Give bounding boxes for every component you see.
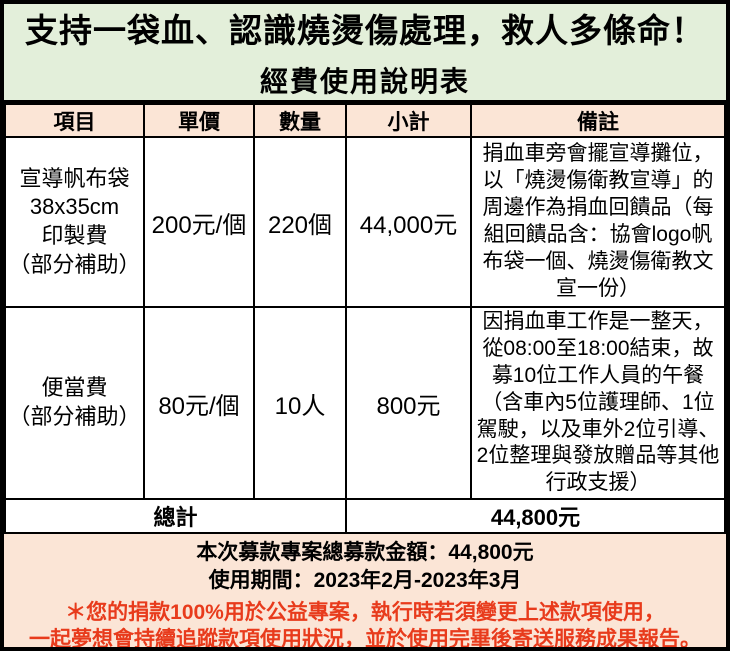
subtotal-cell: 800元 — [345, 305, 472, 501]
unit-price-cell: 200元/個 — [143, 136, 255, 308]
donation-notice-line1: ＊您的捐款100%用於公益專案，執行時若須變更上述款項使用， — [65, 600, 665, 624]
header-remark: 備註 — [470, 103, 726, 138]
remark-cell: 因捐血車工作是一整天，從08:00至18:00結束，故募10位工作人員的午餐（含… — [470, 305, 726, 501]
summary-section: 本次募款專案總募款金額：44,800元 使用期間：2023年2月-2023年3月… — [4, 534, 726, 651]
item-cell-lunch: 便當費 （部分補助） — [4, 305, 145, 501]
table-row-canvas-bag: 宣導帆布袋 38x35cm 印製費 （部分補助） 200元/個 220個 44,… — [4, 136, 726, 308]
main-title: 支持一袋血、認識燒燙傷處理，救人多條命！ — [25, 12, 705, 49]
total-amount-line: 本次募款專案總募款金額：44,800元 — [196, 541, 534, 565]
usage-period-line: 使用期間：2023年2月-2023年3月 — [208, 569, 522, 593]
expense-table: 項目 單價 數量 小計 備註 宣導帆布袋 38x35cm 印製費 （部分補助） … — [4, 103, 726, 535]
header-quantity: 數量 — [253, 103, 347, 138]
header-unit-price: 單價 — [143, 103, 255, 138]
item-line: 印製費 — [41, 223, 108, 248]
subtotal-cell: 44,000元 — [345, 136, 472, 308]
donation-notice-line2: 一起夢想會持續追蹤款項使用狀況，並於使用完畢後寄送服務成果報告。 — [29, 627, 701, 651]
subtitle: 經費使用說明表 — [259, 66, 470, 97]
table-row-lunch: 便當費 （部分補助） 80元/個 10人 800元 因捐血車工作是一整天，從08… — [4, 305, 726, 501]
item-line: （部分補助） — [8, 251, 141, 277]
quantity-cell: 10人 — [253, 305, 347, 501]
total-label: 總計 — [4, 498, 347, 535]
item-line: 便當費 — [41, 375, 108, 401]
title-section: 支持一袋血、認識燒燙傷處理，救人多條命！ 經費使用說明表 — [4, 4, 726, 103]
item-line: 38x35cm — [29, 194, 120, 220]
unit-price-cell: 80元/個 — [143, 305, 255, 501]
total-row: 總計 44,800元 — [4, 498, 726, 535]
header-subtotal: 小計 — [345, 103, 472, 138]
item-cell-canvas-bag: 宣導帆布袋 38x35cm 印製費 （部分補助） — [4, 136, 145, 308]
item-line: 宣導帆布袋 — [19, 165, 130, 191]
total-value: 44,800元 — [345, 498, 726, 535]
quantity-cell: 220個 — [253, 136, 347, 308]
header-item: 項目 — [4, 103, 145, 138]
remark-cell: 捐血車旁會擺宣導攤位，以「燒燙傷衛教宣導」的周邊作為捐血回饋品（每組回饋品含：協… — [470, 136, 726, 308]
table-header-row: 項目 單價 數量 小計 備註 — [4, 103, 726, 138]
donation-notice: ＊您的捐款100%用於公益專案，執行時若須變更上述款項使用， 一起夢想會持續追蹤… — [4, 600, 726, 651]
item-line: （部分補助） — [8, 404, 141, 430]
